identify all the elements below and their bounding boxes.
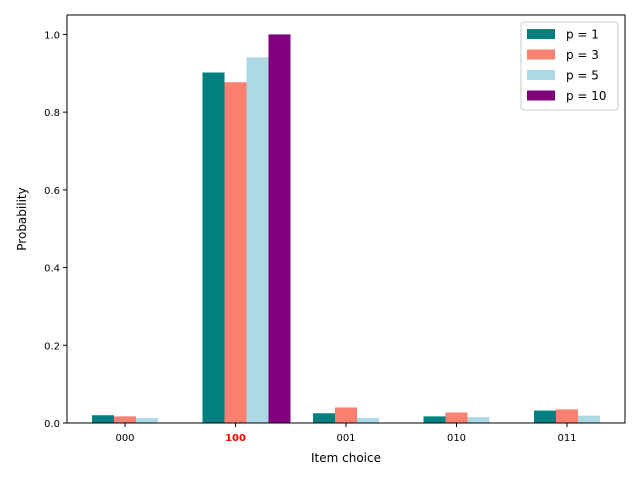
bar-p-1-100: [202, 72, 225, 423]
bar-p-3-100: [224, 82, 247, 424]
legend-swatch: [527, 29, 555, 39]
legend-swatch: [527, 49, 555, 60]
bar-p-5-011: [578, 415, 600, 423]
y-tick-label: 0.0: [44, 419, 60, 430]
legend-box: [520, 21, 619, 111]
legend-label: p = 10: [566, 89, 607, 103]
bar-p-3-010: [445, 412, 468, 423]
bar-p-3-000: [114, 416, 136, 423]
bar-p-5-000: [136, 417, 158, 423]
legend-swatch: [527, 70, 555, 80]
bar-p-10-100: [268, 34, 291, 424]
y-tick-label: 1.0: [44, 30, 60, 41]
x-tick-label-010: 010: [447, 433, 466, 444]
y-axis-label: Probability: [15, 187, 29, 250]
legend-label: p = 1: [566, 28, 599, 42]
bar-p-5-001: [357, 417, 379, 423]
bar-p-1-010: [423, 416, 446, 423]
bar-p-3-001: [335, 407, 357, 423]
legend-swatch: [527, 90, 555, 101]
y-tick-label: 0.6: [44, 186, 60, 197]
legend: p = 1 p = 3 p = 5 p = 10: [520, 21, 619, 111]
bar-p-1-001: [313, 413, 335, 423]
y-tick-label: 0.2: [44, 341, 60, 352]
bar-p-5-100: [246, 57, 269, 424]
y-tick-label: 0.8: [44, 108, 60, 119]
y-tick-label: 0.4: [44, 264, 60, 275]
x-tick-label-100: 100: [225, 433, 246, 444]
x-tick-label-011: 011: [557, 433, 576, 444]
x-axis: 000 100 001 010 011: [115, 423, 577, 444]
x-axis-label: Item choice: [311, 451, 381, 465]
bar-p-3-011: [556, 409, 578, 423]
bar-p-5-010: [467, 417, 490, 423]
legend-label: p = 3: [566, 48, 599, 62]
x-tick-label-000: 000: [115, 433, 134, 444]
y-axis: 0.0 0.2 0.4 0.6 0.8 1.0: [44, 30, 67, 430]
bars-group: [92, 34, 600, 424]
legend-label: p = 5: [566, 69, 599, 83]
bar-p-1-000: [92, 415, 114, 423]
x-tick-label-001: 001: [336, 433, 355, 444]
bar-p-1-011: [534, 410, 556, 423]
